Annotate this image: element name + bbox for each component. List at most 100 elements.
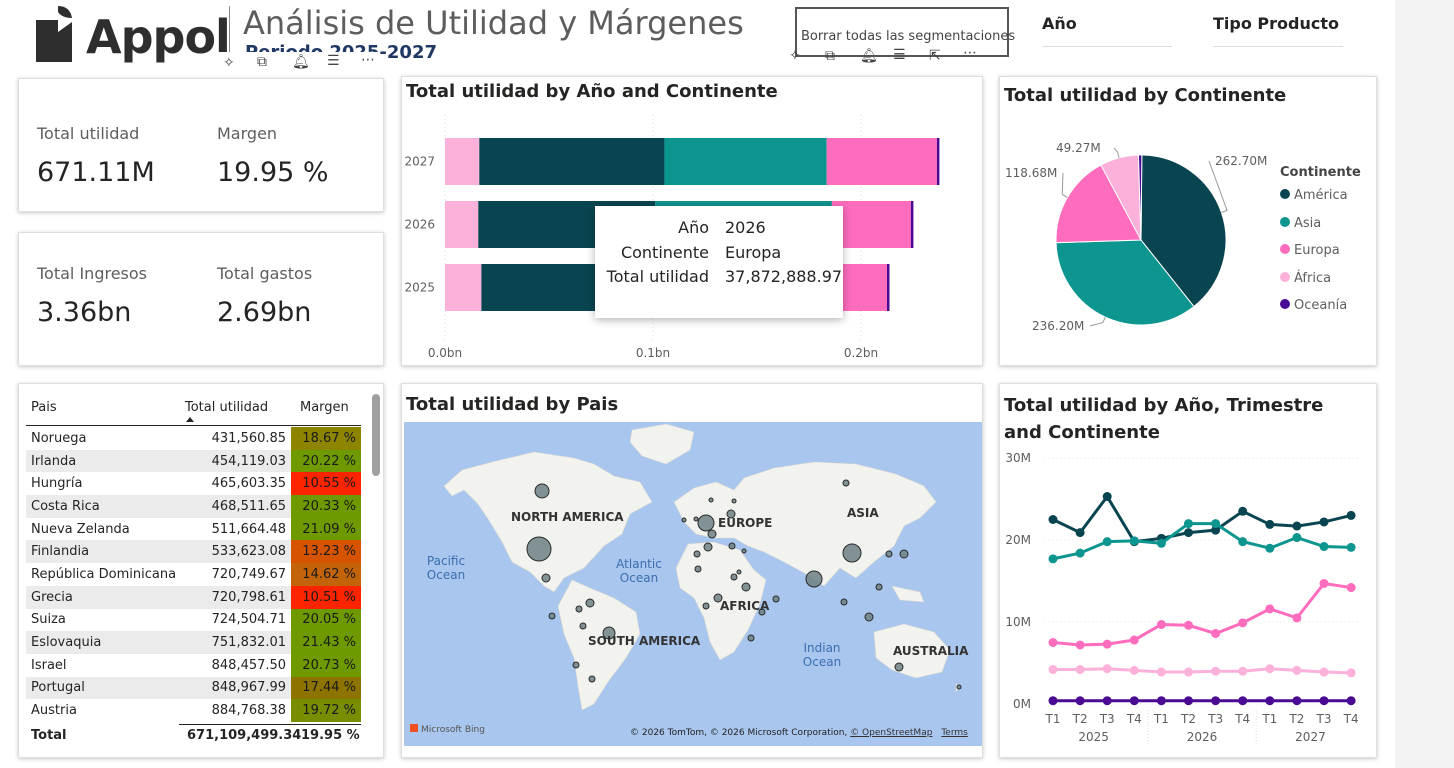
line-point[interactable] xyxy=(1102,492,1112,502)
country-bubble[interactable] xyxy=(956,684,962,690)
line-point[interactable] xyxy=(1048,554,1058,564)
table-body[interactable]: Noruega 431,560.85 18.67 % Irlanda 454,119.0… xyxy=(26,427,361,723)
line-point[interactable] xyxy=(1319,578,1329,588)
column-header-utilidad[interactable]: Total utilidad xyxy=(185,400,269,415)
map-visual[interactable]: Total utilidad by Pais NORTH AMERICA EUR… xyxy=(401,383,983,758)
line-point[interactable] xyxy=(1129,536,1139,546)
line-point[interactable] xyxy=(1156,619,1166,629)
country-bubble[interactable] xyxy=(694,565,702,573)
legend-item-américa[interactable]: América xyxy=(1280,188,1348,203)
line-point[interactable] xyxy=(1102,639,1112,649)
line-point[interactable] xyxy=(1238,618,1248,628)
legend-item-oceanía[interactable]: Oceanía xyxy=(1280,298,1347,313)
pie-chart-visual[interactable]: Total utilidad by Continente 262.70M 236.… xyxy=(999,76,1377,366)
line-point[interactable] xyxy=(1184,696,1193,706)
country-bubble[interactable] xyxy=(681,517,687,523)
country-table-visual[interactable]: Pais Total utilidad Margen Noruega 431,56… xyxy=(18,383,384,758)
line-point[interactable] xyxy=(1184,667,1193,677)
line-point[interactable] xyxy=(1292,613,1302,623)
country-bubble[interactable] xyxy=(842,543,862,563)
line-point[interactable] xyxy=(1102,664,1112,674)
line-point[interactable] xyxy=(1129,635,1139,645)
line-point[interactable] xyxy=(1238,506,1248,516)
line-point[interactable] xyxy=(1048,638,1058,647)
line-point[interactable] xyxy=(1048,665,1058,675)
country-bubble[interactable] xyxy=(703,542,713,552)
clear-filters-button[interactable]: Borrar todas las segmentaciones xyxy=(795,7,1015,57)
legend-item-asia[interactable]: Asia xyxy=(1280,216,1321,231)
legend-item-áfrica[interactable]: África xyxy=(1280,271,1331,286)
bar-segment-europa[interactable] xyxy=(831,201,911,248)
country-bubble[interactable] xyxy=(899,549,909,559)
table-row[interactable]: Costa Rica 468,511.65 20.33 % xyxy=(26,495,361,518)
terms-link[interactable]: Terms xyxy=(941,728,968,738)
country-bubble[interactable] xyxy=(885,550,893,558)
pin-icon[interactable]: ✧ xyxy=(223,55,235,71)
line-point[interactable] xyxy=(1346,542,1356,552)
country-bubble[interactable] xyxy=(731,498,737,504)
osm-link[interactable]: © OpenStreetMap xyxy=(850,728,933,738)
line-point[interactable] xyxy=(1292,521,1302,531)
line-series-áfrica[interactable] xyxy=(1053,667,1352,675)
line-point[interactable] xyxy=(1156,696,1166,706)
column-header-margen[interactable]: Margen xyxy=(300,400,349,415)
line-point[interactable] xyxy=(1075,665,1085,675)
line-point[interactable] xyxy=(1184,620,1193,630)
bar-segment-oceanía[interactable] xyxy=(936,138,940,185)
line-point[interactable] xyxy=(1319,542,1329,552)
country-bubble[interactable] xyxy=(736,569,742,575)
country-bubble[interactable] xyxy=(805,570,823,588)
country-bubble[interactable] xyxy=(758,608,766,616)
pie-slice-asia[interactable] xyxy=(1055,239,1195,326)
line-point[interactable] xyxy=(1346,583,1356,593)
line-point[interactable] xyxy=(1211,519,1221,529)
pie-slice-oceanía[interactable] xyxy=(1137,154,1143,241)
filter-icon[interactable]: ☰ xyxy=(327,53,340,69)
country-bubble[interactable] xyxy=(741,548,747,554)
line-point[interactable] xyxy=(1048,696,1058,706)
scrollbar[interactable] xyxy=(372,394,380,476)
line-point[interactable] xyxy=(1075,640,1085,650)
table-row[interactable]: Eslovaquia 751,832.01 21.43 % xyxy=(26,631,361,654)
country-bubble[interactable] xyxy=(697,514,715,532)
line-point[interactable] xyxy=(1129,665,1139,675)
line-point[interactable] xyxy=(1292,696,1302,706)
table-row[interactable]: Portugal 848,967.99 17.44 % xyxy=(26,676,361,700)
table-row[interactable]: Austria 884,768.38 19.72 % xyxy=(26,699,361,722)
more-icon[interactable]: ⋯ xyxy=(963,45,977,61)
country-bubble[interactable] xyxy=(588,675,596,683)
table-row[interactable]: Noruega 431,560.85 18.67 % xyxy=(26,427,361,450)
line-point[interactable] xyxy=(1292,533,1302,543)
bar-segment-áfrica[interactable] xyxy=(445,201,479,248)
line-chart[interactable]: 30M 20M 10M 0M T1 T2 T3 T4 T1 T2 T3 T4 T1 T2 T3 T4 2025 2… xyxy=(1000,384,1376,757)
table-row[interactable]: Hungría 465,603.35 10.55 % xyxy=(26,472,361,496)
country-bubbles[interactable] xyxy=(526,479,962,690)
table-row[interactable]: Finlandia 533,623.08 13.23 % xyxy=(26,540,361,564)
filter-icon[interactable]: ☰ xyxy=(893,47,906,63)
bar-segment-oceanía[interactable] xyxy=(910,201,914,248)
line-point[interactable] xyxy=(1238,696,1248,706)
bar-segment-áfrica[interactable] xyxy=(445,264,482,311)
line-point[interactable] xyxy=(1211,696,1221,706)
bar-segment-europa[interactable] xyxy=(826,138,937,185)
country-bubble[interactable] xyxy=(534,483,550,499)
country-bubble[interactable] xyxy=(747,634,755,642)
country-bubble[interactable] xyxy=(585,598,595,608)
table-row[interactable]: Nueva Zelanda 511,664.48 21.09 % xyxy=(26,517,361,541)
bar-segment-áfrica[interactable] xyxy=(445,138,480,185)
line-point[interactable] xyxy=(1238,666,1248,676)
country-bubble[interactable] xyxy=(702,602,710,610)
country-bubble[interactable] xyxy=(728,542,736,550)
column-header-pais[interactable]: Pais xyxy=(31,400,57,415)
line-point[interactable] xyxy=(1102,537,1112,547)
country-bubble[interactable] xyxy=(707,529,717,539)
line-point[interactable] xyxy=(1102,696,1112,706)
more-icon[interactable]: ⋯ xyxy=(361,52,375,68)
line-point[interactable] xyxy=(1238,537,1248,547)
line-point[interactable] xyxy=(1319,696,1329,706)
country-bubble[interactable] xyxy=(575,605,583,613)
country-bubble[interactable] xyxy=(713,593,723,603)
line-series-asia[interactable] xyxy=(1052,522,1352,561)
table-row[interactable]: República Dominicana 720,749.67 14.62 % xyxy=(26,563,361,586)
country-bubble[interactable] xyxy=(526,536,552,562)
